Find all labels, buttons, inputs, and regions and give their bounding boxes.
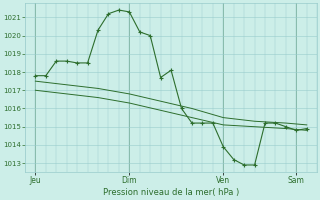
X-axis label: Pression niveau de la mer( hPa ): Pression niveau de la mer( hPa ) [103,188,239,197]
